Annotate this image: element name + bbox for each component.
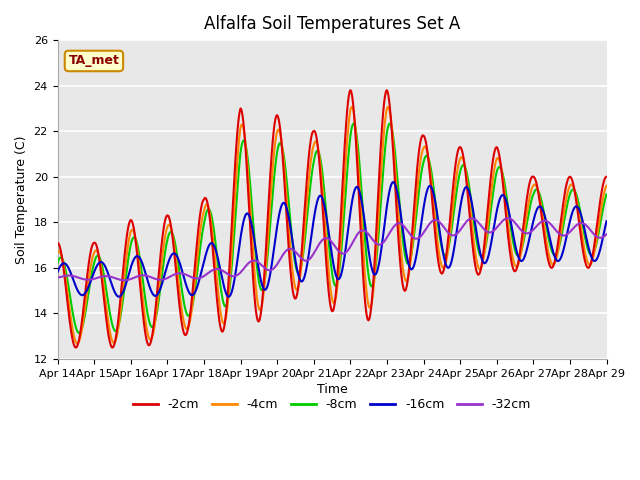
-16cm	[390, 179, 397, 185]
-8cm	[298, 258, 306, 264]
-8cm	[386, 121, 394, 127]
-32cm	[603, 231, 611, 237]
-16cm	[287, 227, 294, 232]
-16cm	[119, 290, 127, 296]
-32cm	[118, 277, 126, 283]
-4cm	[367, 304, 374, 310]
-32cm	[308, 253, 316, 259]
-2cm	[603, 174, 611, 180]
-32cm	[96, 274, 104, 280]
-16cm	[367, 258, 374, 264]
-4cm	[74, 341, 81, 347]
-2cm	[54, 240, 61, 246]
-4cm	[119, 288, 127, 294]
X-axis label: Time: Time	[317, 383, 348, 396]
-8cm	[97, 256, 104, 262]
Line: -4cm: -4cm	[58, 107, 607, 344]
Legend: -2cm, -4cm, -8cm, -16cm, -32cm: -2cm, -4cm, -8cm, -16cm, -32cm	[128, 394, 536, 417]
-2cm	[287, 271, 294, 277]
Line: -32cm: -32cm	[58, 218, 607, 280]
-32cm	[120, 277, 128, 283]
Title: Alfalfa Soil Temperatures Set A: Alfalfa Soil Temperatures Set A	[204, 15, 460, 33]
-4cm	[348, 104, 355, 110]
-2cm	[367, 312, 374, 317]
-2cm	[97, 264, 104, 270]
-8cm	[119, 299, 127, 304]
-2cm	[308, 131, 316, 137]
-16cm	[96, 259, 104, 265]
-8cm	[308, 169, 316, 175]
-32cm	[287, 246, 294, 252]
Y-axis label: Soil Temperature (C): Soil Temperature (C)	[15, 135, 28, 264]
-8cm	[603, 192, 611, 197]
-4cm	[298, 256, 306, 262]
-32cm	[298, 256, 306, 262]
-4cm	[287, 250, 294, 256]
-4cm	[308, 149, 316, 155]
Line: -2cm: -2cm	[58, 90, 607, 348]
-8cm	[287, 223, 294, 228]
-32cm	[367, 234, 374, 240]
-16cm	[54, 269, 61, 275]
Line: -8cm: -8cm	[58, 124, 607, 333]
-2cm	[383, 87, 390, 93]
-4cm	[97, 260, 104, 266]
-8cm	[76, 330, 83, 336]
-2cm	[119, 272, 127, 277]
-2cm	[298, 242, 306, 248]
-16cm	[115, 294, 123, 300]
-16cm	[603, 218, 611, 224]
-4cm	[603, 183, 611, 189]
Text: TA_met: TA_met	[68, 54, 120, 68]
-8cm	[367, 281, 374, 287]
-8cm	[54, 260, 61, 266]
-32cm	[504, 215, 512, 221]
-16cm	[308, 228, 316, 234]
-16cm	[298, 278, 306, 284]
-2cm	[72, 345, 79, 350]
-32cm	[54, 275, 61, 281]
Line: -16cm: -16cm	[58, 182, 607, 297]
-4cm	[54, 250, 61, 256]
